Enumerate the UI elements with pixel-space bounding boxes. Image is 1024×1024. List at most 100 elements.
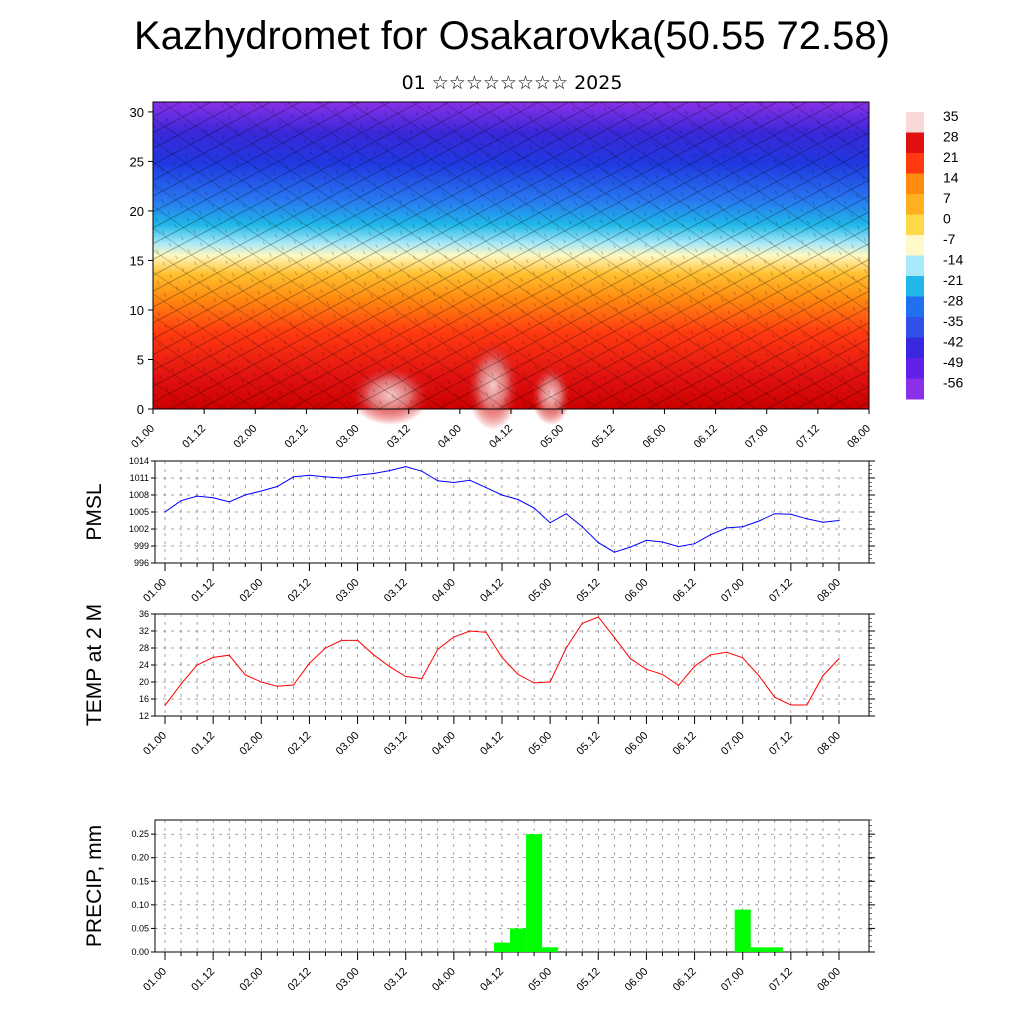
colorbar-label: 28 — [943, 129, 959, 145]
x-tick-label: 01.00 — [141, 730, 169, 758]
data-point — [212, 497, 214, 499]
colorbar-label: 14 — [943, 170, 959, 186]
data-point — [244, 494, 246, 496]
data-point — [517, 673, 519, 675]
x-tick-label: 05.00 — [526, 966, 554, 994]
x-tick-label: 04.00 — [430, 730, 458, 758]
x-tick-label: 07.00 — [719, 730, 747, 758]
x-tick-label: 01.00 — [141, 966, 169, 994]
precip-panel: 0.00 0.05 0.10 0.15 0.20 0.25 01.00 01.12 02.00 0… — [83, 819, 875, 994]
x-tick-label: 08.00 — [815, 577, 843, 605]
data-point — [822, 675, 824, 677]
colorbar-swatch — [906, 337, 924, 359]
data-point — [581, 622, 583, 624]
colorbar-label: -7 — [943, 231, 956, 247]
colorbar-legend: 35 28 21 14 7 0 -7 -14 -21 -28 -35 -42 -49 -56 — [906, 108, 963, 400]
precip-bar — [734, 909, 751, 952]
data-point — [324, 647, 327, 649]
y-tick-label: 0.20 — [131, 853, 149, 863]
data-point — [373, 472, 375, 475]
colorbar-label: -35 — [943, 313, 963, 329]
data-point — [838, 519, 840, 522]
x-tick-label: 07.00 — [743, 423, 771, 451]
x-tick-label: 03.00 — [334, 966, 362, 994]
data-point — [838, 658, 840, 660]
data-point — [469, 479, 471, 481]
data-point — [469, 630, 471, 632]
y-tick-label: 36 — [139, 609, 149, 619]
data-point — [164, 704, 166, 706]
data-point — [260, 681, 262, 683]
data-point — [405, 466, 407, 468]
y-tick-label: 24 — [139, 660, 149, 670]
y-tick-label: 20 — [130, 204, 144, 219]
x-tick-label: 08.00 — [815, 730, 843, 758]
data-point — [629, 658, 631, 660]
data-point — [710, 534, 712, 536]
data-point — [677, 545, 680, 548]
data-point — [790, 513, 792, 515]
x-tick-label: 05.12 — [574, 577, 602, 605]
x-tick-label: 07.12 — [794, 423, 822, 451]
x-tick-label: 04.00 — [430, 966, 458, 994]
y-tick-label: 30 — [130, 105, 144, 120]
data-point — [308, 474, 311, 476]
y-tick-label: 20 — [139, 677, 149, 687]
colorbar-swatch — [906, 235, 924, 256]
x-tick-label: 07.12 — [767, 966, 795, 994]
data-point — [549, 522, 551, 524]
x-tick-label: 06.12 — [671, 577, 699, 605]
x-tick-label: 04.12 — [478, 577, 506, 605]
data-point — [565, 647, 567, 649]
y-tick-label: 1002 — [129, 524, 149, 534]
pmsl-panel: 996 999 1002 1005 1008 1011 1014 01.00 01.12 02.0… — [83, 456, 875, 605]
x-tick-label: 02.00 — [237, 966, 265, 994]
data-point — [661, 541, 664, 543]
data-point — [742, 657, 744, 659]
precip-bar — [766, 947, 783, 952]
y-tick-label: 0.05 — [131, 923, 149, 933]
x-tick-label: 06.00 — [623, 730, 651, 758]
data-point — [533, 507, 535, 509]
data-point — [774, 513, 776, 515]
x-tick-label: 02.12 — [286, 966, 314, 994]
data-point — [645, 539, 648, 541]
x-tick-label: 06.12 — [671, 730, 699, 758]
x-tick-label: 06.00 — [623, 577, 651, 605]
data-point — [677, 684, 680, 687]
y-tick-label: 5 — [137, 352, 144, 367]
precip-bar — [510, 928, 527, 952]
chart-title: Kazhydromet for Osakarovka(50.55 72.58) — [134, 14, 890, 58]
precip-bar — [526, 834, 543, 952]
data-point — [260, 490, 262, 492]
data-point — [389, 666, 391, 668]
y-tick-label: 0 — [137, 402, 144, 417]
data-point — [453, 481, 455, 484]
data-point — [437, 648, 439, 650]
colorbar-swatch — [906, 214, 924, 236]
y-tick-label: 0.15 — [131, 876, 149, 886]
x-tick-label: 05.12 — [574, 966, 602, 994]
colorbar-swatch — [906, 378, 924, 400]
data-point — [597, 616, 599, 618]
x-tick-label: 03.12 — [382, 730, 410, 758]
data-point — [356, 474, 359, 476]
y-tick-label: 16 — [139, 694, 149, 704]
cross-section-panel: 0 5 10 15 20 25 30 01.00 01.12 02.00 02.12 03.00 03… — [129, 101, 873, 451]
y-tick-label: 1005 — [129, 507, 149, 517]
colorbar-label: 0 — [943, 211, 951, 227]
x-tick-label: 07.00 — [719, 966, 747, 994]
x-tick-label: 01.12 — [189, 577, 217, 605]
y-axis: 0 5 10 15 20 25 30 — [130, 105, 153, 417]
data-point — [196, 664, 198, 666]
x-tick-label: 02.00 — [231, 423, 259, 451]
plot-frame — [154, 460, 870, 564]
y-tick-label: 12 — [139, 711, 149, 721]
colorbar-label: -21 — [943, 272, 963, 288]
y-tick-label: 999 — [134, 541, 149, 551]
data-point — [228, 654, 230, 656]
colorbar-label: -56 — [943, 375, 963, 391]
data-point — [356, 639, 359, 641]
x-tick-label: 02.12 — [286, 730, 314, 758]
data-point — [164, 511, 166, 513]
